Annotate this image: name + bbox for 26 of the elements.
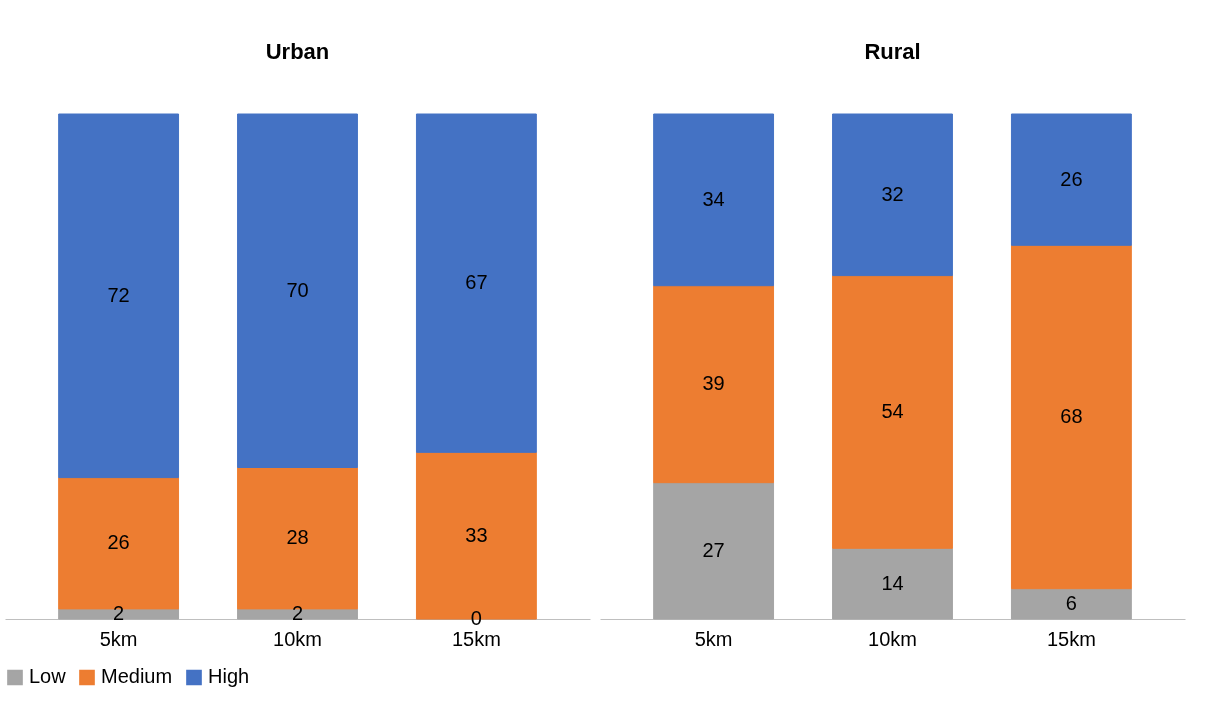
x-tick-label: 15km (451, 627, 501, 650)
data-label: 26 (107, 531, 130, 554)
data-label: 33 (465, 523, 488, 546)
legend-label: High (208, 665, 250, 688)
chart-title: Urban (265, 38, 330, 64)
x-tick-label: 15km (1046, 627, 1096, 650)
data-label: 32 (881, 182, 904, 205)
data-label: 72 (107, 283, 130, 306)
data-label: 27 (702, 538, 725, 561)
x-tick-label: 10km (273, 627, 322, 650)
data-label: 67 (465, 271, 488, 294)
chart-title: Rural (864, 38, 921, 64)
x-tick-label: 10km (868, 627, 917, 650)
data-label: 70 (286, 278, 309, 301)
x-tick-label: 5km (99, 627, 138, 650)
data-label: 28 (286, 526, 309, 549)
legend-label: Medium (101, 665, 173, 688)
data-label: 26 (1060, 167, 1083, 190)
legend-label: Low (29, 665, 67, 688)
data-label: 14 (881, 571, 904, 594)
data-label: 34 (702, 187, 725, 210)
data-label: 68 (1060, 405, 1083, 427)
x-tick-label: 5km (694, 627, 733, 650)
data-label: 54 (881, 399, 904, 422)
data-label: 39 (702, 372, 725, 395)
data-label: 6 (1065, 591, 1077, 614)
